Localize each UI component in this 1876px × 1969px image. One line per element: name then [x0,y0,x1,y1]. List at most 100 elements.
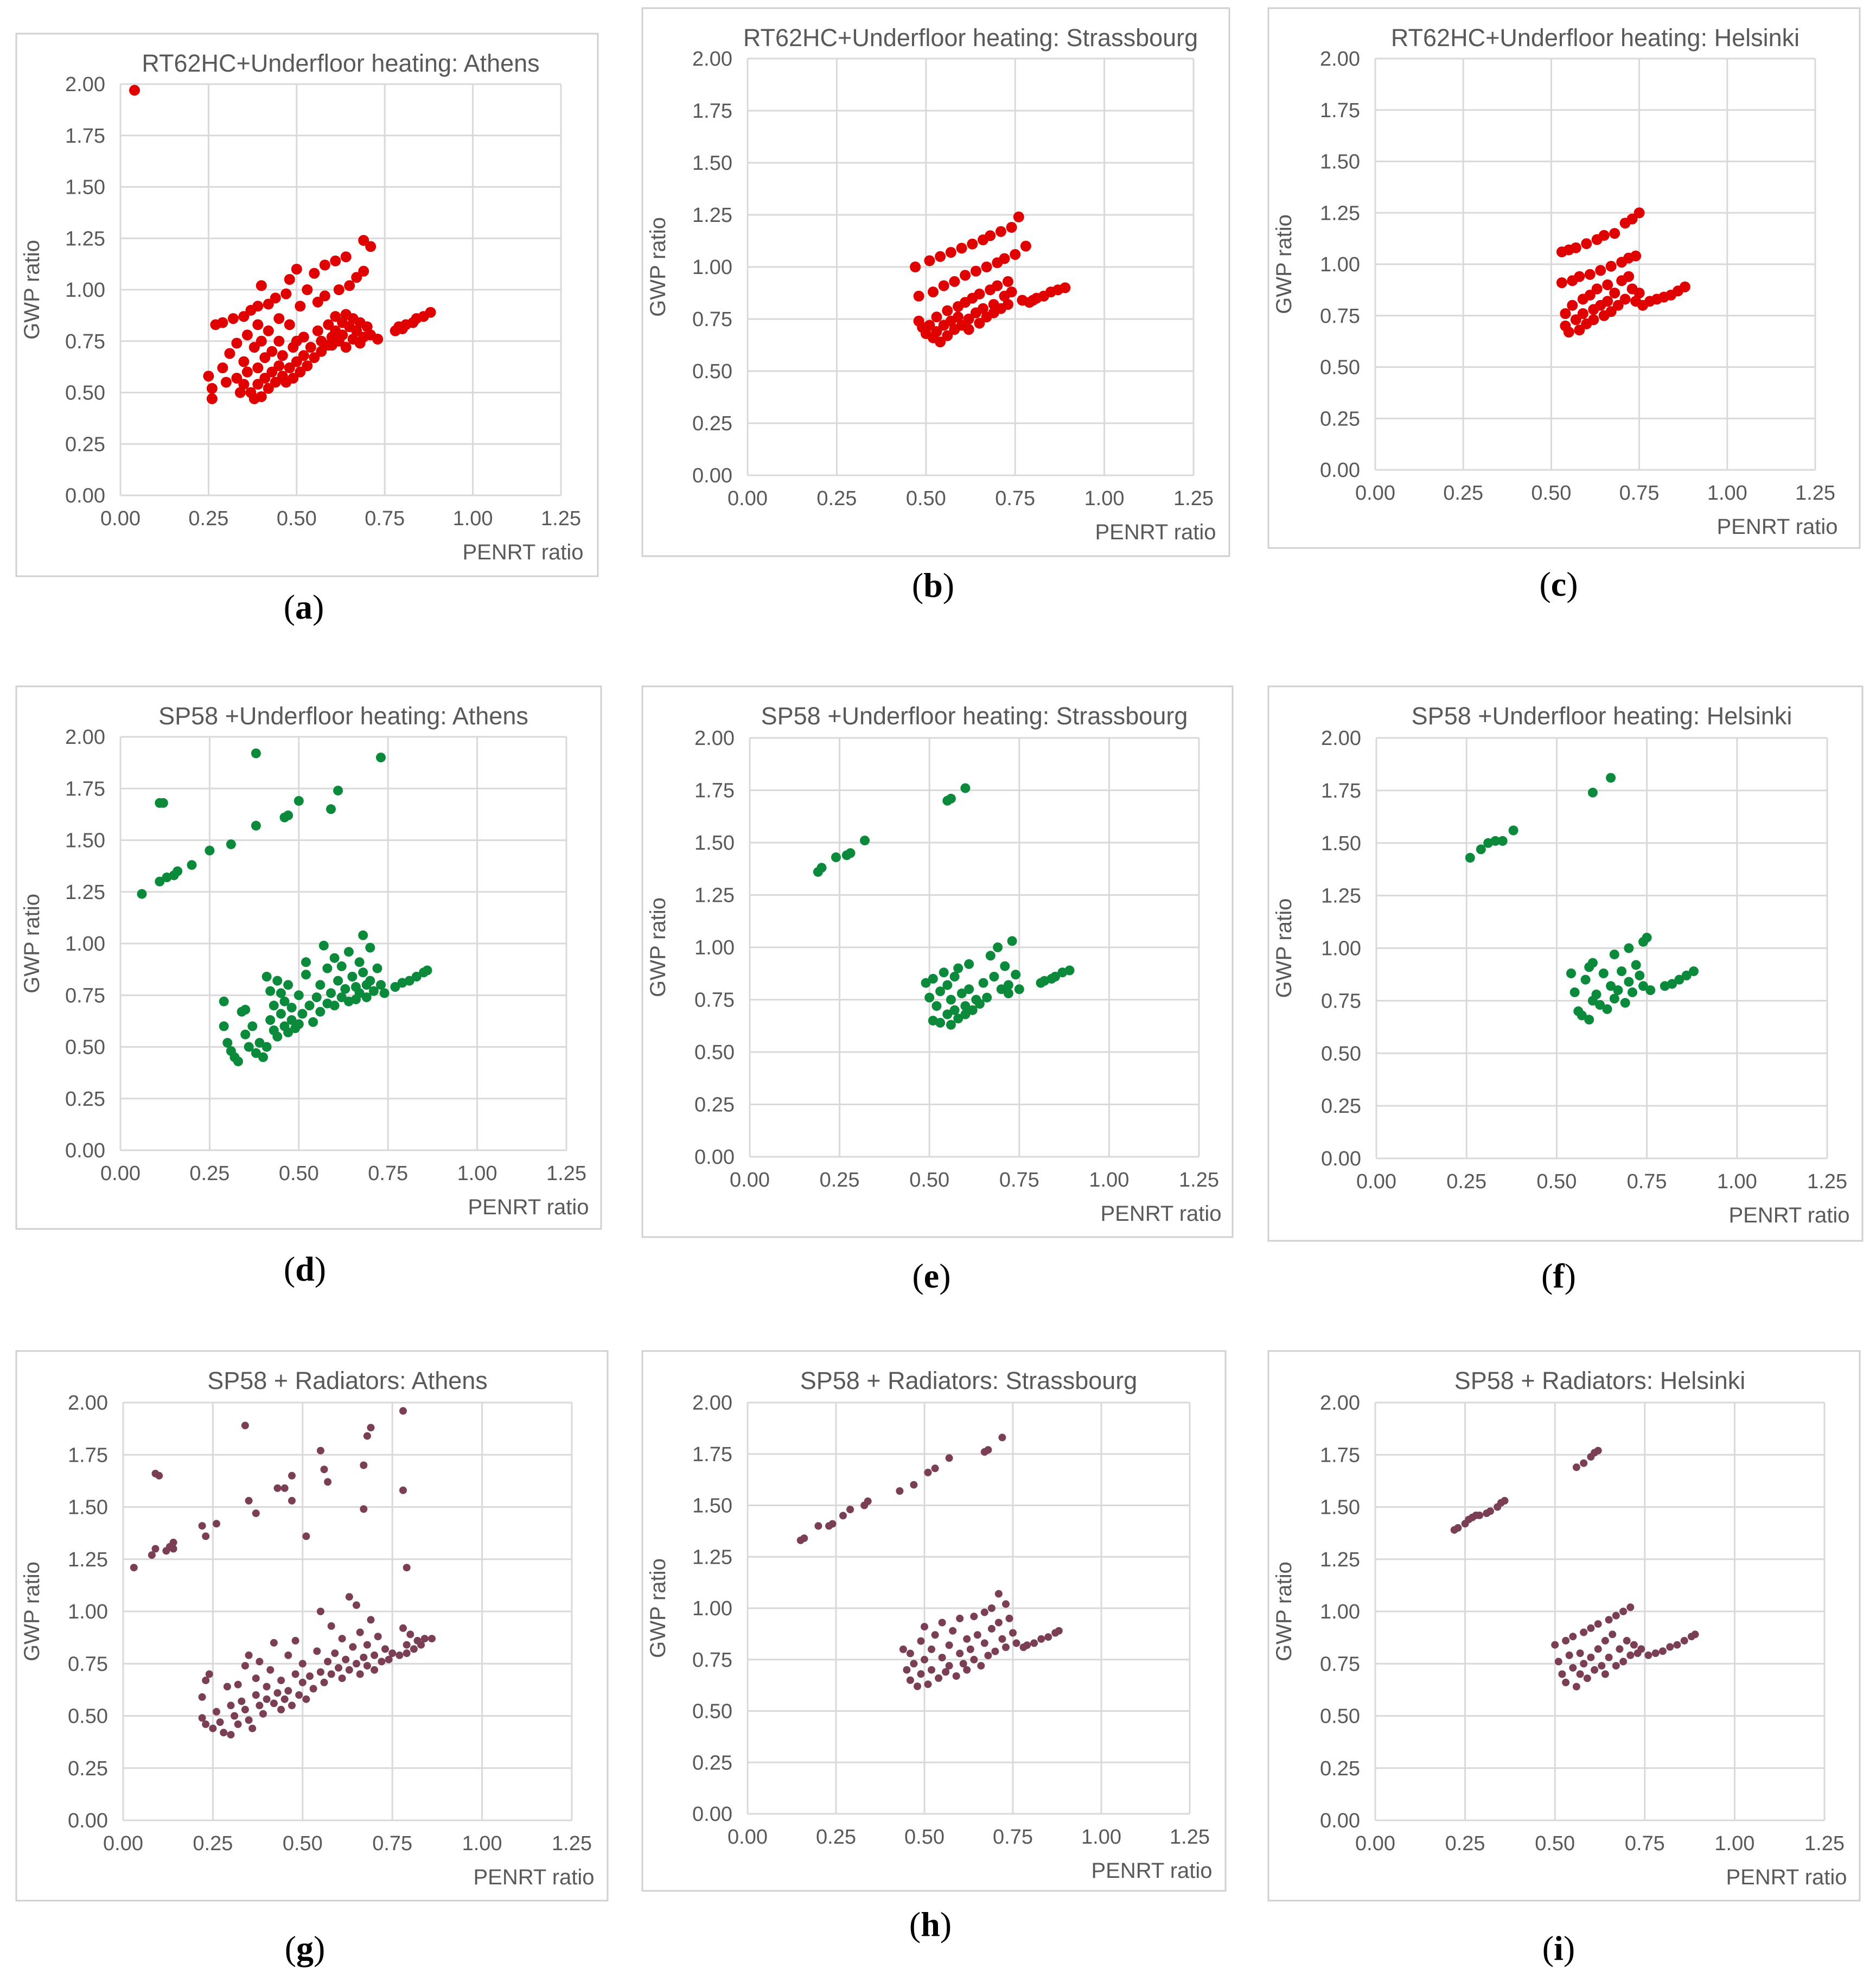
data-point [860,836,870,846]
data-point [286,1015,297,1025]
y-axis-label: GWP ratio [1272,1562,1296,1661]
data-point [1606,981,1616,991]
data-point [1591,283,1603,295]
panel-label-open: ( [1542,1929,1554,1967]
data-point [964,984,974,995]
data-point [356,1670,364,1678]
data-point [964,959,974,969]
data-point [252,1509,260,1518]
x-tick-label: 0.50 [904,1826,945,1849]
data-point [241,329,253,341]
data-point [966,1645,974,1653]
data-point [1577,1010,1587,1021]
y-tick-label: 0.00 [692,464,732,487]
data-point [1630,250,1642,262]
y-tick-label: 1.50 [1320,151,1360,174]
data-point [217,362,228,373]
y-tick-label: 1.50 [694,832,735,855]
data-point [935,251,946,262]
data-point [263,1695,271,1703]
data-point [272,1031,283,1042]
data-point [399,1407,407,1415]
data-point [998,1635,1006,1643]
x-tick-label: 0.75 [365,507,405,530]
y-tick-label: 0.50 [65,1036,105,1059]
data-point [293,796,304,806]
data-point [1007,936,1017,946]
panel-label-letter: c [1551,565,1566,603]
data-point [984,1652,992,1660]
y-axis-label: GWP ratio [20,240,44,340]
data-point [1037,1635,1045,1643]
data-point [1060,282,1071,294]
y-tick-label: 0.75 [65,330,105,353]
data-point [360,1461,368,1469]
y-axis-label: GWP ratio [1272,899,1296,998]
x-tick-label: 1.25 [546,1162,586,1185]
x-tick-label: 0.50 [906,487,946,510]
chart-title: RT62HC+Underfloor heating: Athens [142,49,539,77]
data-point [238,1697,246,1705]
data-point [924,255,935,266]
data-point [422,965,432,976]
data-point [302,284,313,295]
data-point [984,1446,992,1454]
x-tick-label: 0.00 [728,1826,768,1849]
data-point [245,1496,253,1505]
x-tick-label: 1.00 [453,507,493,530]
x-tick-label: 1.00 [457,1162,497,1185]
chart-frame [641,7,1230,557]
panel-label-close: ) [314,1929,325,1967]
data-point [928,1666,935,1674]
data-point [288,373,299,384]
data-point [1569,1633,1577,1641]
panel-label-open: ( [284,1250,295,1288]
data-point [945,1454,953,1462]
data-point [403,1649,411,1657]
chart-frame [15,33,599,577]
data-point [266,346,278,357]
data-point [288,1471,296,1480]
data-point [420,1635,429,1643]
data-point [945,247,956,258]
chart-title: SP58 +Underfloor heating: Athens [158,702,528,730]
data-point [252,362,264,373]
data-point [924,320,935,331]
x-axis-label: PENRT ratio [1100,1202,1221,1226]
data-point [403,1641,411,1649]
data-point [291,1670,299,1678]
y-tick-label: 2.00 [692,1392,732,1414]
data-point [1050,972,1060,982]
x-axis-label: PENRT ratio [1717,515,1837,539]
panel-label: (e) [912,1257,950,1295]
data-point [1617,966,1627,977]
data-point [256,335,267,347]
panel-label: (h) [909,1905,952,1943]
y-tick-label: 0.25 [694,1094,735,1117]
data-point [286,1003,297,1013]
x-tick-label: 0.00 [1355,1832,1395,1855]
data-point [1587,1624,1595,1632]
panel-label-open: ( [284,588,295,626]
data-point [1609,228,1620,239]
data-point [374,1633,382,1641]
data-point [1551,1641,1559,1649]
data-point [1574,324,1585,336]
data-point [960,1009,971,1019]
data-point [1569,1664,1577,1672]
y-tick-label: 2.00 [1320,1392,1360,1414]
data-point [241,1662,249,1670]
data-point [284,1687,292,1695]
data-point [913,290,924,302]
data-point [248,342,260,353]
y-tick-label: 0.25 [692,412,732,435]
data-point [224,348,235,359]
chart-panel-e: 0.00 0.25 0.50 0.75 1.00 1.25 1.50 1.75 2.00 0.00… [641,685,1234,1295]
y-tick-label: 2.00 [1320,48,1360,71]
y-tick-label: 0.50 [694,1041,735,1064]
data-point [259,373,271,384]
chart-panel-d: 0.00 0.25 0.50 0.75 1.00 1.25 1.50 1.75 2.00 0.00… [15,685,602,1288]
data-point [263,383,274,394]
x-tick-label: 0.75 [993,1826,1033,1849]
data-point [1601,1670,1609,1678]
